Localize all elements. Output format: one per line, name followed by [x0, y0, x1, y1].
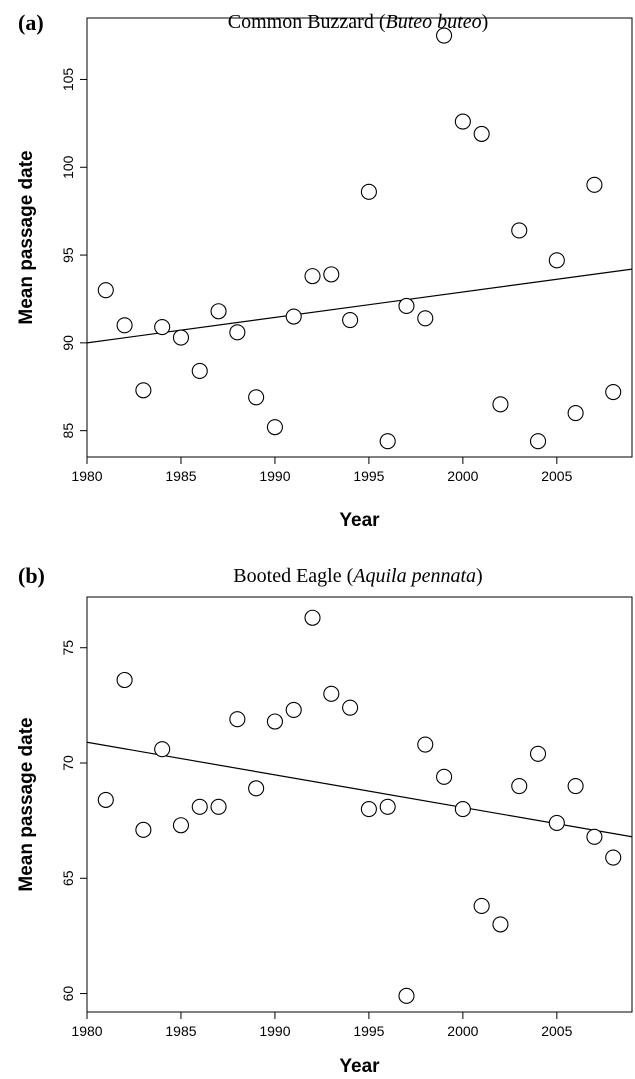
data-point [229, 324, 246, 341]
x-axis-label: Year [339, 1056, 380, 1077]
trend-line [86, 741, 633, 838]
data-point [436, 27, 453, 44]
y-tick-label: 85 [60, 423, 76, 439]
data-point [548, 252, 565, 269]
y-axis-label: Mean passage date [16, 717, 37, 891]
title-common-name: Booted Eagle ( [233, 565, 353, 587]
data-point [360, 801, 377, 818]
x-tick-label: 1995 [353, 468, 384, 484]
data-point [473, 125, 490, 142]
title-scientific-name: Aquila pennata [351, 565, 476, 587]
chart-title: Booted Eagle (Aquila pennata) [233, 565, 482, 587]
data-point [605, 849, 622, 866]
y-axis-label: Mean passage date [16, 150, 37, 324]
data-point [116, 671, 133, 689]
title-scientific-name: Buteo buteo [385, 11, 481, 33]
data-point [454, 113, 471, 130]
plot-frame [86, 17, 633, 458]
data-point [548, 814, 565, 831]
data-point [323, 266, 340, 283]
data-point [97, 791, 114, 808]
data-point [154, 741, 171, 758]
data-point [398, 297, 415, 315]
data-point [210, 798, 227, 815]
data-point [172, 329, 190, 346]
data-point [304, 609, 321, 626]
trend-line [86, 268, 633, 344]
data-point [529, 433, 547, 450]
data-point [473, 897, 490, 914]
data-point [266, 713, 283, 730]
y-tick-label: 105 [60, 68, 76, 92]
title-close-paren: ) [476, 565, 483, 587]
data-point [511, 778, 528, 795]
data-point [191, 362, 208, 380]
data-point [116, 317, 133, 334]
x-tick-label: 1985 [165, 468, 196, 484]
y-tick-label: 90 [60, 335, 76, 351]
data-point [135, 382, 152, 399]
panel-a: (a) Common Buzzard (Buteo buteo) 1980 1985 1… [16, 10, 633, 531]
data-point [360, 183, 377, 200]
data-point [398, 987, 415, 1004]
data-point [605, 383, 622, 401]
data-point [323, 685, 340, 702]
data-point [342, 311, 359, 329]
x-axis-label: Year [339, 510, 380, 531]
data-point [285, 308, 302, 325]
panel-b: (b) Booted Eagle (Aquila pennata) 1980 1985… [16, 563, 633, 1077]
x-tick-label: 2000 [447, 1023, 478, 1039]
data-point [529, 745, 547, 762]
data-point [492, 396, 509, 413]
plot-frame [86, 596, 633, 1013]
data-point [97, 282, 114, 299]
chart-title: Common Buzzard (Buteo buteo) [228, 11, 489, 33]
x-tick-label: 1980 [71, 1023, 102, 1039]
data-point [492, 916, 509, 933]
data-point [454, 801, 471, 818]
data-point [172, 817, 190, 834]
data-point [586, 828, 603, 845]
data-point [379, 433, 396, 450]
title-common-name: Common Buzzard ( [228, 11, 386, 33]
panel-label: (b) [18, 563, 45, 588]
x-tick-label: 1985 [165, 1023, 196, 1039]
data-point [191, 798, 208, 815]
x-tick-label: 1990 [259, 468, 290, 484]
x-tick-label: 1990 [259, 1023, 290, 1039]
data-point [210, 303, 227, 320]
x-tick-label: 1995 [353, 1023, 384, 1039]
title-close-paren: ) [482, 11, 489, 33]
y-tick-label: 65 [60, 870, 76, 886]
y-tick-label: 70 [60, 755, 76, 771]
data-point [154, 319, 171, 336]
x-tick-label: 1980 [71, 468, 102, 484]
panel-label: (a) [18, 10, 44, 35]
data-point [436, 768, 453, 785]
y-tick-label: 95 [60, 247, 76, 263]
x-tick-label: 2005 [541, 468, 572, 484]
data-point [248, 780, 265, 797]
data-point [304, 268, 321, 285]
data-point [417, 310, 434, 327]
data-point [285, 701, 302, 719]
data-point [135, 821, 152, 838]
x-tick-label: 2005 [541, 1023, 572, 1039]
data-point [567, 778, 584, 795]
data-point [379, 798, 396, 815]
data-point [229, 711, 246, 728]
x-tick-label: 2000 [447, 468, 478, 484]
data-point [248, 389, 265, 406]
data-point [342, 699, 359, 716]
y-tick-label: 60 [60, 986, 76, 1002]
data-point [511, 222, 528, 239]
y-tick-label: 75 [60, 640, 76, 656]
data-point [567, 405, 584, 422]
y-tick-label: 100 [60, 155, 76, 179]
data-point [586, 176, 603, 193]
data-point [266, 419, 283, 436]
data-point [417, 736, 434, 753]
